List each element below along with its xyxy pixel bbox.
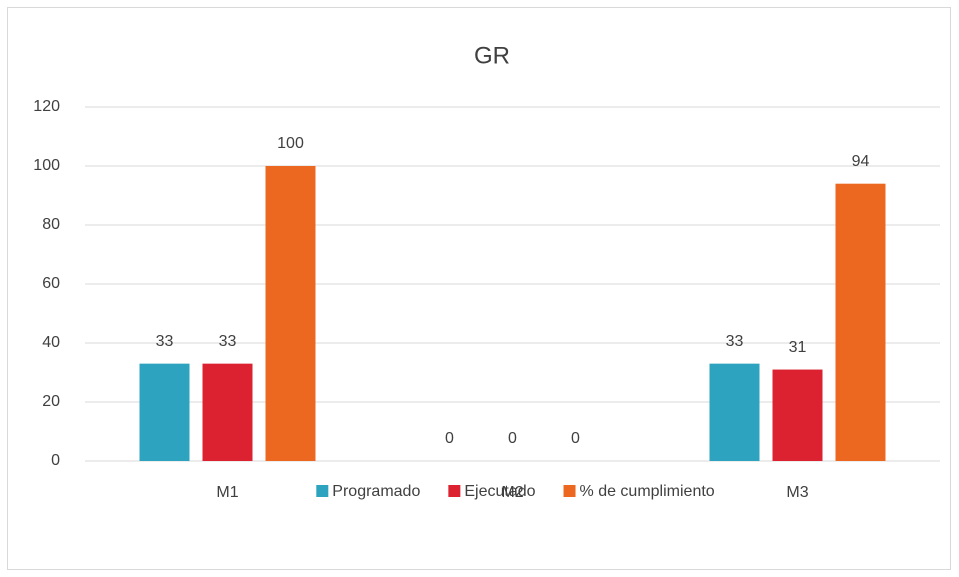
data-label: 0 bbox=[508, 430, 517, 447]
data-label: 94 bbox=[852, 153, 870, 170]
legend-swatch bbox=[448, 485, 461, 497]
data-label: 31 bbox=[789, 339, 807, 356]
bar bbox=[202, 363, 253, 461]
y-tick-label: 100 bbox=[33, 157, 60, 174]
y-tick-label: 120 bbox=[33, 98, 60, 115]
data-label: 0 bbox=[571, 430, 580, 447]
legend-label: Programado bbox=[332, 483, 420, 500]
x-tick-label: M2 bbox=[501, 484, 523, 501]
y-tick-label: 40 bbox=[42, 334, 60, 351]
y-tick-label: 80 bbox=[42, 216, 60, 233]
y-tick-label: 20 bbox=[42, 393, 60, 410]
bar bbox=[139, 363, 190, 461]
data-label: 33 bbox=[219, 333, 237, 350]
bar bbox=[709, 363, 760, 461]
data-label: 33 bbox=[156, 333, 174, 350]
bar bbox=[265, 166, 316, 461]
bar bbox=[835, 183, 886, 461]
legend-swatch bbox=[316, 485, 329, 497]
legend-swatch bbox=[563, 485, 576, 497]
y-tick-label: 60 bbox=[42, 275, 60, 292]
data-label: 100 bbox=[277, 135, 304, 152]
x-tick-label: M3 bbox=[786, 484, 808, 501]
legend-label: % de cumplimiento bbox=[580, 483, 715, 500]
chart-title: GR bbox=[474, 42, 510, 69]
legend-label: Ejecutado bbox=[464, 483, 535, 500]
bar bbox=[772, 369, 823, 461]
y-tick-label: 0 bbox=[51, 452, 60, 469]
x-tick-label: M1 bbox=[216, 484, 238, 501]
data-label: 33 bbox=[726, 333, 744, 350]
chart-border bbox=[7, 7, 951, 570]
data-label: 0 bbox=[445, 430, 454, 447]
